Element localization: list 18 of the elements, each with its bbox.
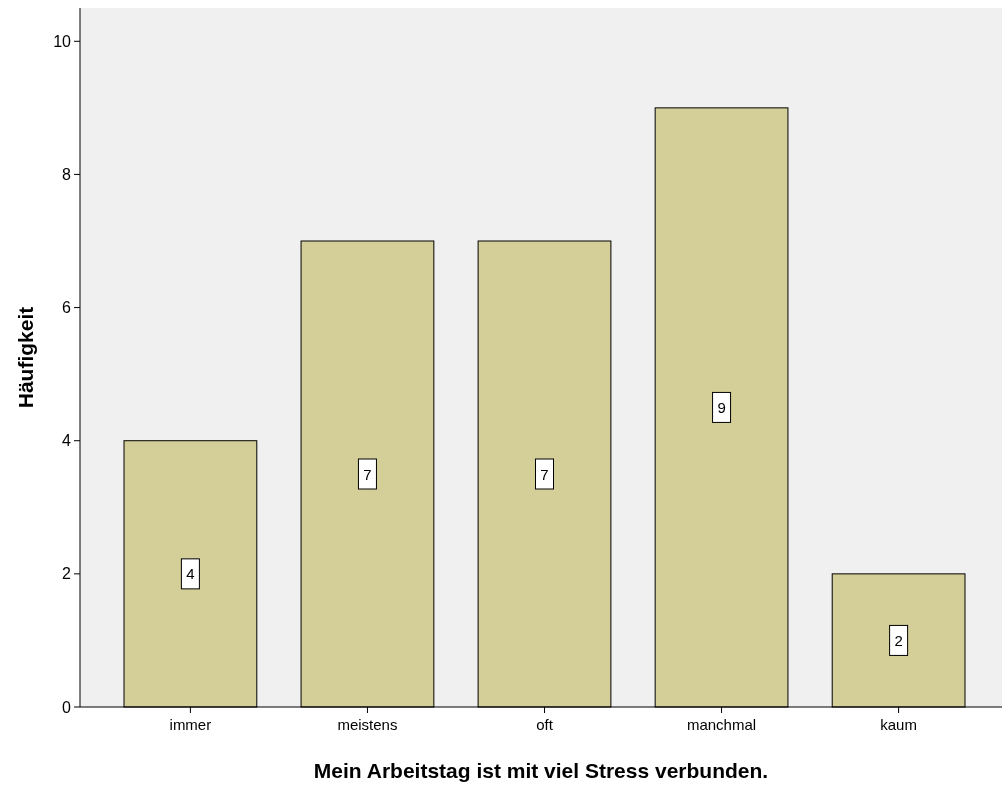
- y-tick-label: 4: [62, 432, 72, 450]
- data-label: 2: [894, 631, 903, 649]
- x-tick-label: immer: [169, 716, 212, 733]
- x-tick-label: kaum: [880, 716, 917, 733]
- y-tick-label: 0: [62, 698, 72, 716]
- data-label: 7: [363, 465, 372, 483]
- x-tick-label: oft: [536, 716, 554, 733]
- x-tick-label: manchmal: [686, 716, 757, 733]
- x-tick-label: meistens: [337, 716, 398, 733]
- y-tick-label: 6: [62, 299, 72, 317]
- y-axis-title: Häufigkeit: [14, 306, 37, 409]
- data-label: 7: [540, 465, 549, 483]
- data-label: 9: [717, 398, 726, 416]
- y-tick-label: 10: [53, 32, 72, 50]
- data-label: 4: [186, 565, 195, 583]
- y-tick-label: 8: [62, 165, 72, 183]
- y-tick-label: 2: [62, 565, 72, 583]
- x-axis-title: Mein Arbeitstag ist mit viel Stress verbunden.: [313, 759, 769, 782]
